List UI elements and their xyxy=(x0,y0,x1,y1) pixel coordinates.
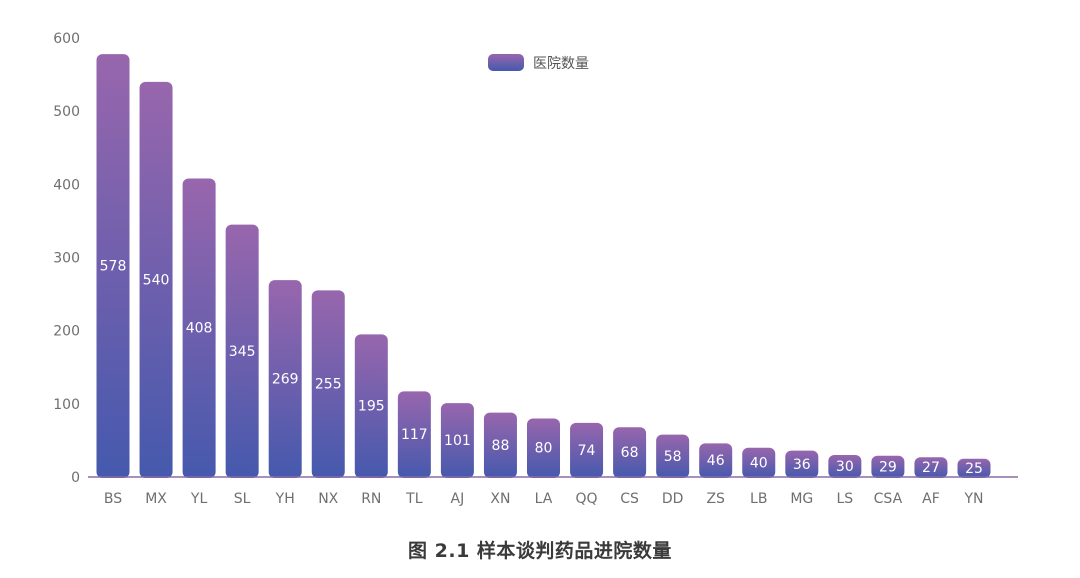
y-tick-label: 500 xyxy=(53,104,80,120)
bar-value-label: 269 xyxy=(272,372,299,388)
bar-value-label: 540 xyxy=(143,272,170,288)
bar-value-label: 68 xyxy=(621,445,639,461)
bar-value-label: 74 xyxy=(578,443,596,459)
bar-value-label: 27 xyxy=(922,460,940,476)
bar-value-label: 46 xyxy=(707,453,725,469)
bar xyxy=(785,450,819,478)
bar xyxy=(699,443,733,478)
bar-value-label: 58 xyxy=(664,449,682,465)
bar xyxy=(527,418,560,478)
bar xyxy=(397,391,431,478)
bar xyxy=(268,280,302,478)
bar-value-label: 25 xyxy=(965,461,983,477)
legend-swatch xyxy=(488,54,524,71)
bar-value-label: 117 xyxy=(401,427,428,443)
bar-value-label: 408 xyxy=(186,321,213,337)
x-tick-label: DD xyxy=(662,491,684,507)
bar xyxy=(828,455,862,478)
bar xyxy=(656,434,690,478)
x-tick-label: CSA xyxy=(874,491,903,507)
y-tick-label: 300 xyxy=(53,251,80,267)
bar-value-label: 36 xyxy=(793,457,811,473)
bar xyxy=(914,457,948,478)
bar-value-label: 195 xyxy=(358,399,385,415)
bar-value-label: 101 xyxy=(444,433,471,449)
bar-value-label: 29 xyxy=(879,459,897,475)
bar-value-label: 30 xyxy=(836,459,854,475)
bar xyxy=(139,81,173,479)
x-tick-label: AJ xyxy=(451,491,465,507)
x-tick-label: CS xyxy=(620,491,639,507)
y-axis: 0 100 200 300 400 500 600 xyxy=(53,31,80,486)
x-tick-label: YL xyxy=(190,491,208,507)
bar xyxy=(225,224,259,478)
figure-caption: 图 2.1 样本谈判药品进院数量 xyxy=(408,540,672,562)
x-tick-label: SL xyxy=(234,491,251,507)
bar xyxy=(440,403,474,478)
y-tick-label: 0 xyxy=(71,470,80,486)
y-tick-label: 100 xyxy=(53,397,80,413)
x-tick-label: TL xyxy=(405,491,423,507)
x-tick-label: BS xyxy=(104,491,122,507)
bar xyxy=(570,422,604,478)
bar-value-label: 255 xyxy=(315,377,342,393)
x-tick-label: AF xyxy=(922,491,940,507)
x-tick-label: LS xyxy=(837,491,854,507)
y-tick-label: 200 xyxy=(53,324,80,340)
x-tick-label: ZS xyxy=(706,491,725,507)
bar-value-label: 345 xyxy=(229,344,256,360)
chart-svg: 0 100 200 300 400 500 600 578 540 408 345 269 255 19… xyxy=(53,31,1018,507)
bar-chart: 0 100 200 300 400 500 600 578 540 408 345 269 255 19… xyxy=(53,31,1018,507)
y-tick-label: 400 xyxy=(53,177,80,193)
x-tick-label: NX xyxy=(318,491,338,507)
bars-group: 578 540 408 345 269 255 195 117 101 88 80 74 68 58 46 4… xyxy=(96,54,991,479)
bar-value-label: 80 xyxy=(535,441,553,457)
x-tick-label: YH xyxy=(275,491,295,507)
bar xyxy=(354,334,388,478)
bar xyxy=(311,290,345,478)
bar-value-label: 578 xyxy=(100,259,127,275)
legend: 医院数量 xyxy=(488,54,589,72)
x-tick-label: LA xyxy=(535,491,553,507)
legend-label: 医院数量 xyxy=(533,56,589,72)
bar xyxy=(742,447,776,478)
x-tick-label: YN xyxy=(963,491,983,507)
bar-value-label: 88 xyxy=(492,438,510,454)
bar xyxy=(96,54,130,478)
y-tick-label: 600 xyxy=(53,31,80,47)
bar-value-label: 40 xyxy=(750,455,768,471)
x-tick-label: LB xyxy=(750,491,767,507)
x-tick-label: XN xyxy=(490,491,510,507)
x-tick-label: RN xyxy=(361,491,381,507)
x-axis: BS MX YL SL YH NX RN TL AJ XN LA QQ CS DD ZS LB MG LS CSA A… xyxy=(88,476,1018,507)
bar xyxy=(613,427,647,478)
bar xyxy=(871,455,905,478)
bar xyxy=(483,412,517,478)
x-tick-label: MX xyxy=(145,491,167,507)
x-tick-label: QQ xyxy=(576,491,598,507)
bar xyxy=(957,458,991,478)
x-tick-label: MG xyxy=(790,491,813,507)
bar xyxy=(182,178,216,479)
